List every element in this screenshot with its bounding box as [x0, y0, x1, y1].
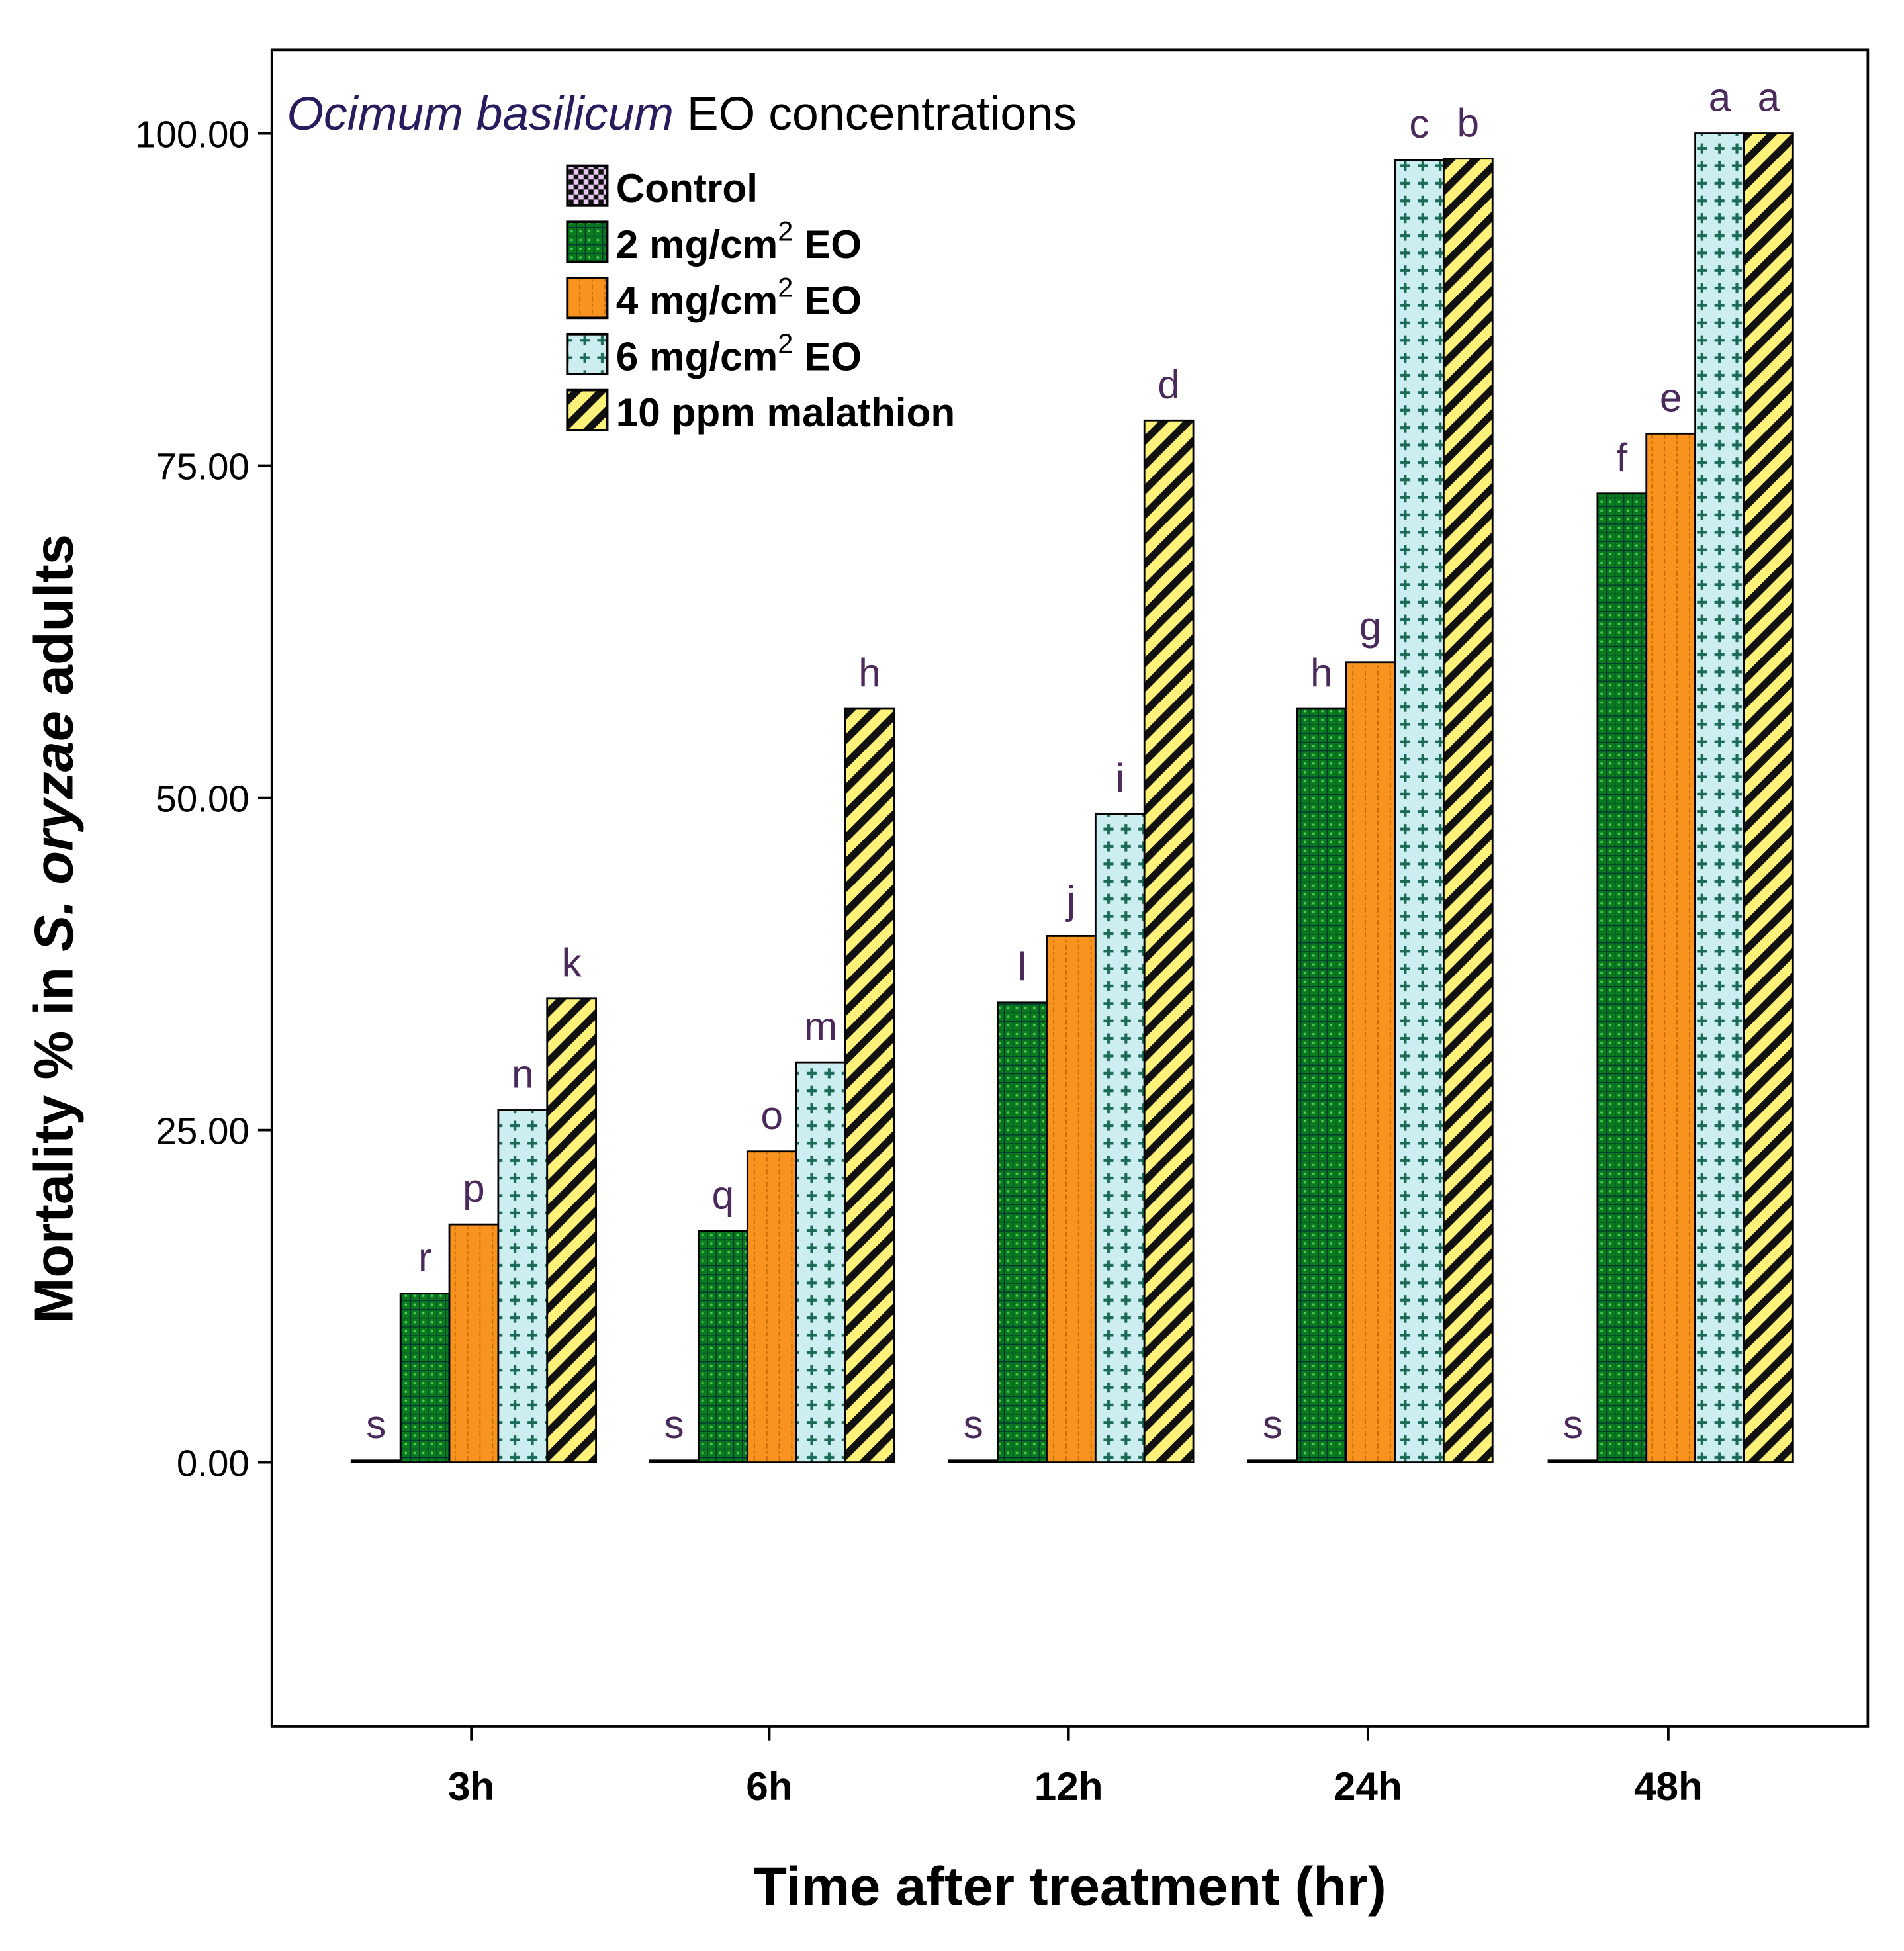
y-tick-label: 50.00	[156, 778, 249, 819]
legend-label: Control	[616, 165, 758, 210]
bar	[649, 1459, 700, 1463]
y-tick-label: 75.00	[156, 445, 249, 487]
legend: Ocimum basilicum EO concentrations Contr…	[287, 87, 1077, 435]
bar	[1296, 707, 1347, 1463]
significance-letter: l	[1018, 944, 1026, 989]
bar	[997, 1001, 1048, 1463]
x-axis: 3h 6h 12h 24h 48h	[448, 1726, 1703, 1809]
y-tick-label: 0.00	[177, 1442, 249, 1484]
significance-letter: a	[1709, 75, 1731, 120]
bar	[399, 1293, 451, 1464]
bar	[1094, 813, 1146, 1463]
significance-letter: s	[366, 1402, 386, 1447]
legend-label: 10 ppm malathion	[616, 390, 955, 435]
significance-letter: r	[418, 1235, 431, 1280]
y-axis-label: Mortality % in S. oryzae adults	[23, 534, 84, 1324]
significance-letter: g	[1359, 604, 1382, 649]
bar	[497, 1109, 549, 1463]
significance-letter: f	[1616, 435, 1627, 480]
legend-swatch	[566, 220, 609, 263]
bar	[844, 707, 895, 1463]
legend-label: 4 mg/cm2 EO	[616, 271, 862, 322]
significance-letter: p	[463, 1165, 485, 1210]
significance-letter: k	[562, 940, 582, 985]
x-tick-label: 24h	[1334, 1764, 1402, 1809]
significance-letter: s	[964, 1402, 983, 1447]
bar	[698, 1230, 748, 1463]
significance-letter: b	[1457, 100, 1480, 145]
x-tick-label: 48h	[1634, 1764, 1703, 1809]
significance-letter: h	[1310, 650, 1333, 695]
bar	[1442, 158, 1494, 1463]
significance-letter: q	[712, 1172, 735, 1217]
bar	[448, 1223, 500, 1463]
legend-swatch	[566, 388, 609, 431]
bar	[1345, 661, 1396, 1463]
y-tick-label: 25.00	[156, 1110, 249, 1152]
legend-swatch	[566, 164, 609, 207]
x-tick-label: 12h	[1034, 1764, 1103, 1809]
bar	[1645, 432, 1697, 1463]
bar	[795, 1061, 846, 1463]
legend-swatch	[566, 332, 609, 375]
significance-letter: n	[512, 1052, 534, 1097]
significance-letter: o	[760, 1093, 783, 1138]
bar	[546, 997, 598, 1463]
bar	[350, 1459, 402, 1463]
bar	[948, 1459, 999, 1463]
legend-swatch	[566, 277, 609, 320]
bar	[1547, 1459, 1599, 1463]
significance-letter: i	[1116, 755, 1124, 800]
significance-letter: s	[1263, 1402, 1283, 1447]
x-tick-label: 6h	[746, 1764, 792, 1809]
significance-letter: m	[804, 1003, 837, 1048]
legend-title: Ocimum basilicum EO concentrations	[287, 87, 1077, 140]
significance-letter: h	[858, 650, 881, 695]
x-tick-label: 3h	[448, 1764, 494, 1809]
bar	[1694, 132, 1745, 1463]
bar	[746, 1150, 797, 1464]
significance-letter: j	[1065, 878, 1075, 923]
significance-letter: c	[1409, 101, 1429, 146]
bar	[1596, 492, 1648, 1463]
bar	[1143, 419, 1195, 1464]
y-tick-label: 100.00	[135, 113, 249, 155]
bar	[1247, 1459, 1298, 1463]
significance-letter: d	[1157, 361, 1180, 406]
significance-letter: e	[1660, 375, 1682, 420]
y-axis: 0.00 25.00 50.00 75.00 100.00	[135, 113, 272, 1484]
legend-label: 6 mg/cm2 EO	[616, 328, 862, 379]
significance-letter: s	[664, 1402, 684, 1447]
legend-label: 2 mg/cm2 EO	[616, 216, 862, 267]
bar	[1394, 159, 1445, 1464]
bar	[1046, 934, 1097, 1463]
significance-letter: a	[1758, 75, 1780, 120]
significance-letter: s	[1563, 1402, 1583, 1447]
x-axis-label: Time after treatment (hr)	[753, 1855, 1386, 1917]
bar	[1743, 132, 1794, 1463]
